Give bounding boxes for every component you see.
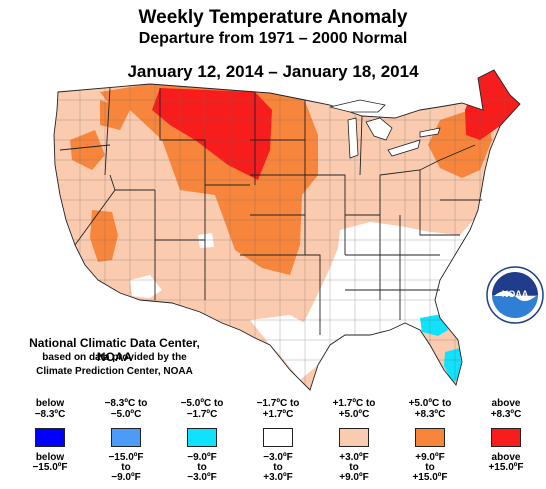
legend-fahrenheit-line2: to (425, 462, 435, 473)
legend-item: above +8.3ºC above +15.0ºF (468, 398, 544, 473)
legend-fahrenheit-line3: −9.0ºF (111, 472, 141, 483)
legend-swatch (187, 428, 217, 447)
map-subtitle: Departure from 1971 – 2000 Normal (138, 30, 408, 47)
legend-swatch (415, 428, 445, 447)
legend-item: below −8.3ºC below −15.0ºF (12, 398, 88, 473)
legend-fahrenheit-line3: −3.0ºF (187, 472, 217, 483)
date-range: January 12, 2014 – January 18, 2014 (127, 62, 419, 81)
legend-fahrenheit-line3: +15.0ºF (412, 472, 448, 483)
zone-near-normal-arizona (130, 275, 162, 298)
legend-fahrenheit-line2: +15.0ºF (488, 462, 524, 473)
noaa-logo-icon: NOAA (486, 266, 544, 324)
legend: below −8.3ºC below −15.0ºF −8.3ºC to −5.0ºC… (0, 398, 546, 489)
legend-swatch (35, 428, 65, 447)
legend-celsius-line1: +5.0ºC to (408, 398, 452, 409)
legend-swatch (263, 428, 293, 447)
legend-celsius-line2: +5.0ºC (338, 409, 370, 420)
legend-celsius-line1: −1.7ºC to (256, 398, 300, 409)
legend-celsius-line1: below (35, 398, 65, 409)
map-title: Weekly Temperature Anomaly (138, 7, 408, 28)
legend-item: +1.7ºC to +5.0ºC +3.0ºF to +9.0ºF (316, 398, 392, 483)
zone-hot-new-england (465, 70, 520, 140)
legend-item: −8.3ºC to −5.0ºC −15.0ºF to −9.0ºF (88, 398, 164, 483)
legend-celsius-line2: +8.3ºC (414, 409, 446, 420)
legend-swatch (491, 428, 521, 447)
legend-fahrenheit-line1: −3.0ºF (263, 452, 293, 463)
legend-fahrenheit-line2: to (273, 462, 283, 473)
credit-source-agency: Climate Prediction Center, NOAA (36, 366, 193, 377)
legend-fahrenheit-line1: −15.0ºF (108, 452, 144, 463)
legend-swatch (111, 428, 141, 447)
legend-item: −5.0ºC to −1.7ºC −9.0ºF to −3.0ºF (164, 398, 240, 483)
zone-near-normal-colorado (198, 233, 214, 248)
legend-celsius-line2: −8.3ºC (34, 409, 66, 420)
legend-fahrenheit-line1: −9.0ºF (187, 452, 217, 463)
noaa-logo-text: NOAA (502, 289, 529, 299)
legend-item: −1.7ºC to +1.7ºC −3.0ºF to +3.0ºF (240, 398, 316, 483)
legend-fahrenheit-line1: above (491, 452, 521, 463)
legend-celsius-line1: −8.3ºC to (104, 398, 148, 409)
legend-fahrenheit-line2: to (121, 462, 131, 473)
legend-fahrenheit-line1: +9.0ºF (415, 452, 445, 463)
zone-warm-northwest-strip (100, 100, 130, 130)
legend-fahrenheit-line2: to (349, 462, 359, 473)
legend-fahrenheit-line1: below (35, 452, 65, 463)
legend-fahrenheit-line3: +9.0ºF (339, 472, 369, 483)
zone-near-normal-southeast (280, 210, 482, 380)
legend-celsius-line1: +1.7ºC to (332, 398, 376, 409)
zone-cool-florida-south (444, 348, 462, 382)
us-anomaly-map (53, 69, 521, 391)
legend-fahrenheit-line3: +3.0ºF (263, 472, 293, 483)
legend-celsius-line1: above (491, 398, 521, 409)
legend-fahrenheit-line2: to (197, 462, 207, 473)
legend-swatch (339, 428, 369, 447)
credit-source-line: based on data provided by the (42, 352, 187, 363)
legend-celsius-line2: −1.7ºC (186, 409, 218, 420)
zone-warm-california (90, 210, 118, 262)
legend-fahrenheit-line2: −15.0ºF (32, 462, 68, 473)
zone-hot-montana-dakotas (152, 88, 272, 180)
legend-celsius-line2: +8.3ºC (490, 409, 522, 420)
legend-fahrenheit-line1: +3.0ºF (339, 452, 369, 463)
legend-item: +5.0ºC to +8.3ºC +9.0ºF to +15.0ºF (392, 398, 468, 483)
legend-celsius-line1: −5.0ºC to (180, 398, 224, 409)
credit-agency: National Climatic Data Center, NOAA (29, 336, 200, 364)
legend-celsius-line2: −5.0ºC (110, 409, 142, 420)
legend-celsius-line2: +1.7ºC (262, 409, 294, 420)
